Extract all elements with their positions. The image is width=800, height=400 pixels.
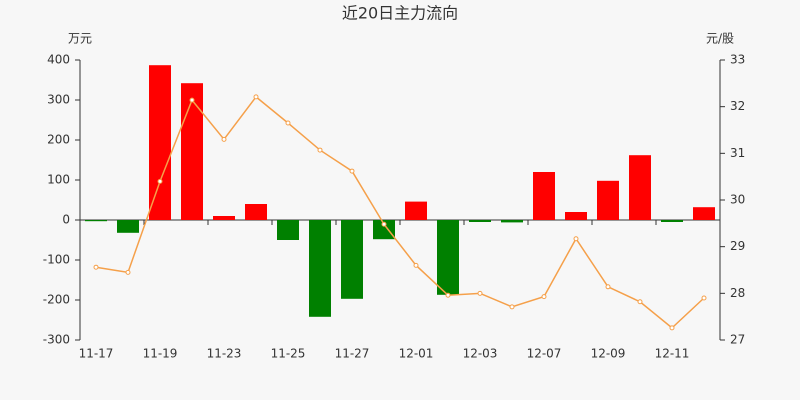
x-tick-label: 11-25 [271,347,306,361]
x-tick-label: 12-07 [527,347,562,361]
y2-tick-label: 32 [730,99,745,113]
y2-tick-label: 27 [730,333,745,347]
bar [629,155,651,220]
bar [469,220,491,222]
bar [597,180,619,220]
y-tick-label: -300 [43,333,70,347]
bar [565,212,587,220]
line-point [221,136,227,142]
y-tick-label: 100 [47,173,70,187]
y-tick-label: 200 [47,133,70,147]
bar [437,220,459,295]
bar [149,65,171,220]
line-point [413,262,419,268]
y2-tick-label: 30 [730,193,745,207]
y-unit: 万元 [68,32,92,46]
y-tick-label: -200 [43,293,70,307]
bar [85,220,107,222]
x-tick-label: 11-17 [79,347,114,361]
y2-tick-label: 33 [730,53,745,67]
bar [693,207,715,220]
y-tick-label: 300 [47,93,70,107]
line-point [509,304,515,310]
line-point [701,295,707,301]
line-point [573,236,579,242]
y-tick-label: 400 [47,53,70,67]
x-tick-label: 12-11 [655,347,690,361]
y-tick-label: 0 [62,213,70,227]
bar [309,220,331,317]
bar [501,220,523,223]
bar [277,220,299,240]
line [95,95,705,329]
bar [341,220,363,299]
bar [533,172,555,220]
x-tick-label: 11-27 [335,347,370,361]
bar [405,201,427,220]
bar [181,83,203,220]
x-tick-label: 12-01 [399,347,434,361]
line-point [93,264,99,270]
line-point [381,221,387,227]
bar [245,204,267,220]
line-point [669,325,675,331]
y2-unit: 元/股 [706,32,734,46]
x-tick-label: 12-09 [591,347,626,361]
line-point [541,294,547,300]
line-point [285,120,291,126]
y2-tick-label: 31 [730,146,745,160]
bar [373,220,395,240]
y-tick-label: -100 [43,253,70,267]
x-tick-label: 12-03 [463,347,498,361]
line-point [253,94,259,100]
chart-title: 近20日主力流向 [342,4,458,23]
line-point [637,299,643,305]
line-point [445,292,451,298]
line-point [477,290,483,296]
line-point [317,147,323,153]
bar [213,216,235,220]
x-tick-label: 11-19 [143,347,178,361]
line-point [189,97,195,103]
y2-tick-label: 28 [730,286,745,300]
line-point [349,168,355,174]
line-point [157,178,163,184]
y2-tick-label: 29 [730,239,745,253]
line-point [125,269,131,275]
x-tick-label: 11-23 [207,347,242,361]
line-point [605,284,611,290]
bar [117,220,139,233]
bar [661,220,683,222]
